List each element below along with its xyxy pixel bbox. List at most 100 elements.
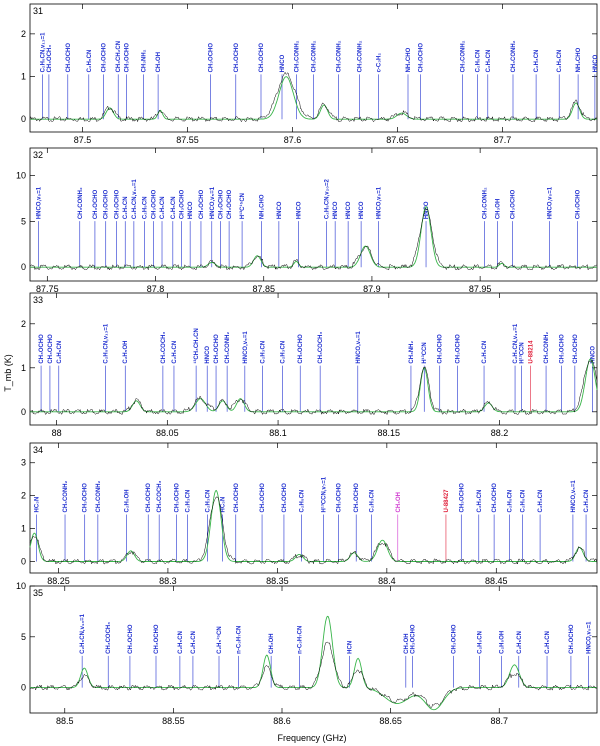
y-tick-label: 0	[21, 556, 26, 566]
line-label: CH₃CONH₂	[358, 40, 364, 72]
line-label: CH₃OH	[269, 633, 275, 653]
line-label: NH₂CHO	[260, 194, 266, 219]
line-label: CH₃COCH₃	[318, 331, 324, 363]
line-label: CH₃OCHO	[576, 189, 582, 219]
line-label: HNCO	[591, 346, 597, 364]
line-label: CH₃OCHO	[175, 483, 181, 513]
y-tick-label: 1	[21, 524, 26, 534]
line-label: C₂H₅OH	[123, 341, 129, 364]
line-label: C₂H₃CN	[280, 341, 286, 364]
line-label: CH₃CONH₂	[312, 40, 318, 72]
line-label: C₂H₅CN	[545, 631, 551, 654]
line-label: CH₃OH	[404, 633, 410, 653]
line-label: C₂H₅CN,v₂₀=2	[324, 179, 330, 220]
model-spectrum	[30, 205, 597, 268]
line-label: CH₃OCHO	[154, 624, 160, 654]
line-label: CH₃OCHO	[48, 334, 54, 364]
line-label: C₂H₅CN	[178, 631, 184, 654]
y-tick-label: 3	[21, 458, 26, 468]
panel-frame	[29, 147, 598, 282]
x-tick-label: 88	[52, 428, 62, 438]
line-label: H¹³CCN,v₇=1	[320, 476, 327, 512]
line-label: C₂H₅OH	[124, 489, 130, 512]
line-label: C₂H₃CN	[477, 490, 483, 513]
line-label: CH₃CONH₂	[295, 40, 301, 72]
spectrum-panel-35: 88.5 88.55 88.6 88.65 88.7 0 5 10 35 C₂H₅CN,v₁₃=1…	[16, 581, 598, 726]
line-label: CH₃CONH₂	[461, 40, 467, 72]
line-label: CH₃OCHO	[410, 624, 416, 654]
line-label: C₂H₅CN,v₁₃=1	[80, 613, 86, 654]
model-spectrum	[30, 358, 598, 413]
line-label: CH₃OCHO	[104, 189, 110, 219]
line-label: C₂H₅CN	[299, 490, 305, 513]
observed-spectrum	[30, 207, 598, 271]
panel-frame	[29, 3, 598, 133]
y-tick-label: 0	[21, 683, 26, 693]
line-label: C₂H₅CN	[557, 50, 563, 73]
line-label: CH₃OCHO	[455, 334, 461, 364]
line-label: HNCO,v₅=1	[376, 186, 382, 219]
line-label: HNCO	[280, 54, 286, 72]
line-label: NH₂CHO	[406, 47, 412, 72]
line-label: C₂H₅CN	[160, 196, 166, 219]
panel-number: 34	[33, 445, 43, 455]
x-tick-label: 88.25	[47, 576, 70, 586]
x-tick-label: 87.65	[386, 135, 409, 145]
line-label: C₂H₅CN	[475, 50, 481, 73]
line-label: CH₃OCHO	[93, 189, 99, 219]
line-label: CH₃OCHO	[511, 189, 517, 219]
panel-number: 35	[33, 588, 43, 598]
x-tick-label: 88.4	[378, 576, 396, 586]
line-label: CH₃OH	[495, 199, 501, 219]
line-label: HNCO,v₅=1	[37, 186, 43, 219]
line-label: CH₃CONH₂	[78, 187, 84, 219]
y-tick-label: 2	[21, 319, 26, 329]
panel-frame	[29, 442, 598, 574]
y-tick-label: 10	[16, 171, 26, 181]
line-label: CH₃OCHO	[452, 624, 458, 654]
line-label: HNCO	[593, 54, 599, 72]
line-label: HNCO	[205, 346, 211, 364]
observed-spectrum	[29, 496, 598, 565]
line-label: CH₃OCHO	[218, 189, 224, 219]
line-label: HNCO,v₅=1	[210, 186, 216, 219]
x-tick-label: 87.85	[252, 284, 275, 294]
line-label: CH₃OCHO	[260, 483, 266, 513]
x-tick-label: 88.45	[485, 576, 508, 586]
y-axis-label: T_mb (K)	[3, 354, 13, 392]
spectrum-panel-34: 88.25 88.3 88.35 88.4 88.45 0 1 2 3 34 HC₃N CH₃CONH…	[21, 442, 598, 586]
line-label: C₂H₅CN	[171, 196, 177, 219]
line-label: HNCO,v₅=1	[571, 480, 577, 513]
line-label: C₂H₅¹⁵CN	[216, 626, 223, 654]
line-label: CH₃NH₂	[141, 49, 147, 72]
x-tick-label: 88.7	[490, 716, 508, 726]
model-spectrum	[30, 615, 597, 711]
line-label: CH₃OCHO	[419, 43, 425, 73]
line-label: CH₃OCHO	[492, 483, 498, 513]
line-label: CH₃OCHO	[259, 43, 265, 73]
line-label: CH₃CONH₂	[482, 187, 488, 219]
line-label: CH₃OCHO	[125, 43, 131, 73]
panel-frame	[29, 292, 598, 426]
line-label: HNCO	[296, 201, 302, 219]
y-tick-label: 1	[21, 72, 26, 82]
y-tick-label: 0	[21, 407, 26, 417]
x-tick-label: 88.5	[56, 716, 74, 726]
model-spectrum	[30, 76, 597, 120]
panel-frame	[29, 585, 598, 714]
line-label: CH₃OCHO	[83, 483, 89, 513]
y-tick-label: 0	[21, 114, 26, 124]
line-label: CH₃CONH₂	[225, 331, 231, 363]
x-tick-label: 87.95	[469, 284, 492, 294]
line-label: H¹³CCN	[421, 342, 428, 363]
line-label: C₂H₅OH	[499, 631, 505, 654]
y-tick-label: 2	[21, 491, 26, 501]
line-label: NH₂CHO	[576, 47, 582, 72]
line-label: HC₃N	[35, 497, 41, 513]
line-label: CH₃OCHO	[128, 624, 134, 654]
line-label: CH₃CONH₂	[511, 40, 517, 72]
x-tick-label: 88.65	[379, 716, 402, 726]
line-label: CH₃OCHO	[199, 189, 205, 219]
x-tick-label: 88.1	[269, 428, 287, 438]
